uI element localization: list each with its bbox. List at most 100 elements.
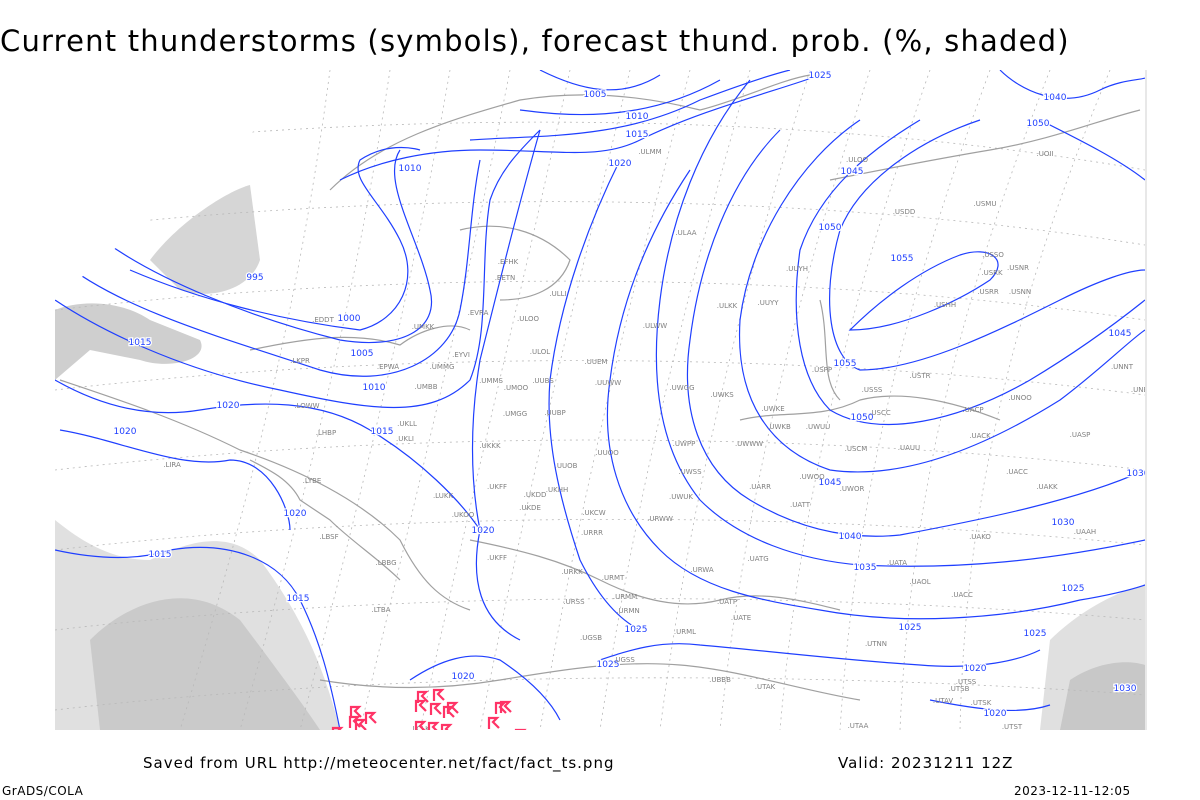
station-label: .UWGG bbox=[669, 384, 694, 392]
station-label: .UATP bbox=[717, 598, 737, 606]
software-credit: GrADS/COLA bbox=[2, 784, 84, 798]
coastlines-borders bbox=[59, 74, 1141, 701]
station-label: .UAAH bbox=[1074, 528, 1096, 536]
isobar-label: 1045 bbox=[1109, 329, 1132, 339]
station-label: .ULMM bbox=[638, 148, 661, 156]
station-label: .UUOB bbox=[555, 462, 578, 470]
station-label: .EVRA bbox=[468, 309, 489, 317]
station-label: .UWKS bbox=[710, 391, 734, 399]
meridian-line bbox=[899, 70, 1051, 730]
isobar-label: 1050 bbox=[851, 413, 874, 423]
station-label: .ULLI bbox=[549, 290, 566, 298]
station-label: .UNNT bbox=[1111, 363, 1134, 371]
station-label: .UKHH bbox=[546, 486, 568, 494]
isobar-label: 1025 bbox=[625, 625, 648, 635]
isobar-label: 1050 bbox=[819, 223, 842, 233]
isobar-label: 1020 bbox=[472, 526, 495, 536]
station-label: .UWPP bbox=[673, 440, 696, 448]
station-label: .UKKK bbox=[479, 442, 501, 450]
thunderstorm-icon bbox=[349, 705, 362, 718]
station-label: .ULKK bbox=[717, 302, 738, 310]
isobar-label: 1010 bbox=[363, 383, 386, 393]
station-label: .EYVI bbox=[452, 351, 470, 359]
isobar-label: 1025 bbox=[597, 660, 620, 670]
station-label: .URML bbox=[674, 628, 696, 636]
meridian-line bbox=[299, 70, 451, 730]
isobar-label: 1020 bbox=[452, 672, 475, 682]
station-label: .UMBB bbox=[415, 383, 438, 391]
station-label: .EETN bbox=[495, 274, 516, 282]
thunderstorm-icon bbox=[427, 721, 440, 730]
station-label: .UBBB bbox=[709, 676, 731, 684]
station-label: .UTNN bbox=[865, 640, 887, 648]
isobar-label: 1040 bbox=[839, 532, 862, 542]
parallel-line bbox=[55, 360, 1145, 396]
station-label: .LBSF bbox=[319, 533, 338, 541]
station-label: .UARR bbox=[749, 483, 771, 491]
isobar-label: 1010 bbox=[626, 112, 649, 122]
isobar-label: 1030 bbox=[1052, 518, 1075, 528]
parallel-line bbox=[55, 677, 1145, 711]
isobar-label: 1050 bbox=[1027, 119, 1050, 129]
station-label: .UNOO bbox=[1008, 394, 1032, 402]
station-label: .UGSB bbox=[580, 634, 602, 642]
isobar-label: 1025 bbox=[899, 623, 922, 633]
station-label: .UAKO bbox=[969, 533, 991, 541]
isobar-label: 1045 bbox=[819, 478, 842, 488]
station-label: .UKLI bbox=[396, 435, 414, 443]
station-label: .UAKK bbox=[1036, 483, 1058, 491]
parallel-line bbox=[55, 598, 1145, 631]
station-label: .UATG bbox=[747, 555, 768, 563]
station-label: .LYBE bbox=[303, 477, 322, 485]
station-label: .UMOO bbox=[504, 384, 529, 392]
station-label: .URWW bbox=[647, 515, 673, 523]
station-label: .UUBP bbox=[544, 409, 566, 417]
isobar-label: 1040 bbox=[1044, 93, 1067, 103]
station-label: .EPWA bbox=[377, 363, 399, 371]
station-label: .UOII bbox=[1037, 150, 1054, 158]
station-label: .UWWW bbox=[735, 440, 763, 448]
station-label: .USNN bbox=[1009, 288, 1031, 296]
station-label: .UKLL bbox=[397, 420, 417, 428]
isobar-label: 1015 bbox=[371, 427, 394, 437]
station-label: .URMT bbox=[602, 574, 625, 582]
station-label: .USRK bbox=[981, 269, 1003, 277]
station-label: .URRR bbox=[581, 529, 603, 537]
meridian-line bbox=[839, 70, 991, 730]
station-label: .UUOO bbox=[595, 449, 619, 457]
parallel-line bbox=[55, 280, 1145, 321]
station-label: .UNBB bbox=[1131, 386, 1153, 394]
station-label: .URMN bbox=[616, 607, 640, 615]
station-label: .ULOL bbox=[530, 348, 551, 356]
station-label: .ULWW bbox=[643, 322, 668, 330]
station-label: .UTSK bbox=[971, 699, 992, 707]
station-label: .UAOL bbox=[909, 578, 931, 586]
station-label: .UKFF bbox=[487, 483, 507, 491]
station-label: .UWOO bbox=[799, 473, 825, 481]
thunderstorm-probability-shading bbox=[55, 185, 1145, 730]
station-label: .USCC bbox=[869, 409, 891, 417]
station-label: .USCM bbox=[845, 445, 868, 453]
station-label: .USDD bbox=[893, 208, 916, 216]
station-label: .URWA bbox=[690, 566, 713, 574]
station-label: .UUBS bbox=[532, 377, 554, 385]
station-label: .UWKE bbox=[761, 405, 784, 413]
station-label: .UTST bbox=[1002, 723, 1023, 731]
isobar-label: 1045 bbox=[841, 167, 864, 177]
isobar-label: 1010 bbox=[399, 164, 422, 174]
station-label: .ULOO bbox=[846, 156, 869, 164]
station-label: .UMMG bbox=[430, 363, 455, 371]
station-label: .UWSS bbox=[678, 468, 702, 476]
thunderstorm-icon bbox=[414, 720, 427, 730]
isobar-label: 1025 bbox=[1062, 584, 1085, 594]
thunderstorm-icon bbox=[432, 688, 445, 701]
station-label: .USPP bbox=[812, 366, 832, 374]
station-label: .UKCW bbox=[582, 509, 605, 517]
station-label: .UWUK bbox=[669, 493, 693, 501]
station-label: .USMU bbox=[974, 200, 997, 208]
generated-timestamp: 2023-12-11-12:05 bbox=[1014, 784, 1131, 798]
station-label: .UACC bbox=[951, 591, 973, 599]
parallel-line bbox=[55, 518, 1145, 551]
station-label: .UTAV bbox=[933, 697, 953, 705]
isobars bbox=[55, 70, 1145, 730]
